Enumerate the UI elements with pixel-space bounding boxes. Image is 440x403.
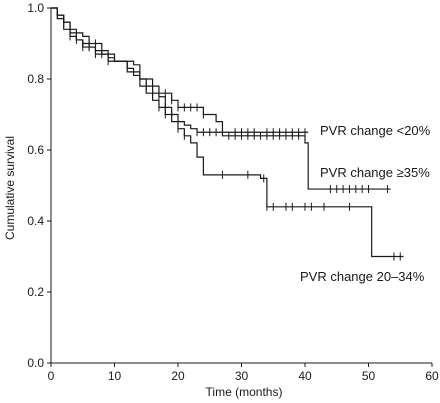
x-axis-title: Time (months): [206, 385, 283, 399]
x-tick-label: 30: [235, 369, 249, 383]
y-tick-label: 0.0: [27, 356, 44, 370]
series-curve-2: [51, 7, 404, 261]
series-curve-0: [51, 7, 309, 137]
y-tick-label: 1.0: [27, 1, 44, 15]
y-axis-ticks: 0.0 0.2 0.4 0.6 0.8 1.0: [27, 1, 51, 370]
x-tick-label: 50: [362, 369, 376, 383]
x-tick-label: 0: [48, 369, 55, 383]
x-tick-label: 10: [108, 369, 122, 383]
survival-step-line: [51, 7, 309, 133]
series-label-pvr-35-plus: PVR change ≥35%: [320, 165, 430, 180]
x-tick-label: 40: [298, 369, 312, 383]
y-tick-label: 0.4: [27, 214, 44, 228]
x-tick-label: 60: [425, 369, 439, 383]
y-tick-label: 0.6: [27, 143, 44, 157]
survival-step-line: [51, 7, 391, 190]
y-tick-label: 0.2: [27, 285, 44, 299]
series-label-pvr-20-34: PVR change 20–34%: [300, 269, 425, 284]
y-axis-title: Cumulative survival: [3, 136, 17, 240]
series-label-pvr-under-20: PVR change <20%: [320, 123, 431, 138]
x-tick-label: 20: [171, 369, 185, 383]
survival-curves: [51, 7, 404, 261]
y-tick-label: 0.8: [27, 72, 44, 86]
x-axis-ticks: 0 10 20 30 40 50 60: [48, 363, 439, 383]
